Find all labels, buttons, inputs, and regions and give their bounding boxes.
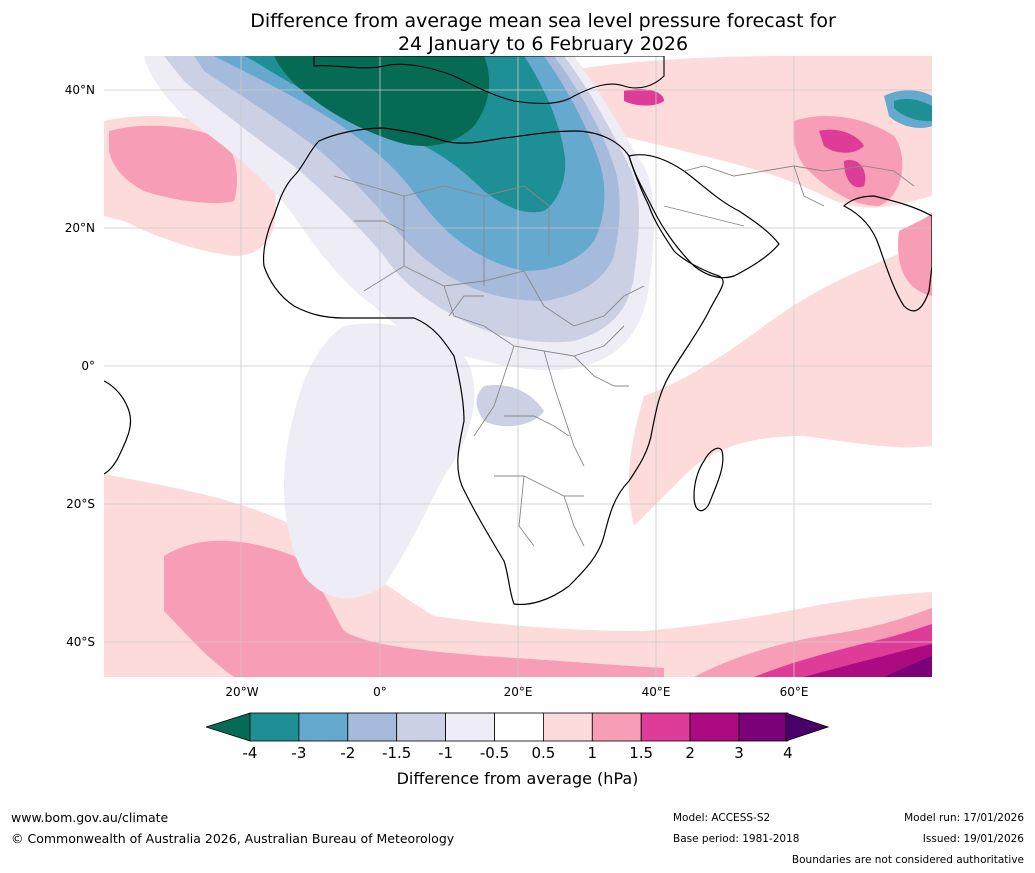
anomaly-region-arabian-sea-medium	[898, 211, 932, 296]
lat-label-20s: 20°S	[66, 497, 95, 511]
lat-label-20n: 20°N	[64, 221, 95, 235]
pressure-anomaly-map	[104, 56, 932, 677]
colorbar-tick-label: -2	[340, 744, 356, 762]
lon-label-60e: 60°E	[779, 685, 809, 699]
colorbar-tick-label: 0.5	[531, 744, 556, 762]
footer-copyright: © Commonwealth of Australia 2026, Austra…	[11, 831, 455, 846]
colorbar-tick-label: 2	[685, 744, 695, 762]
colorbar-tick-label: -0.5	[479, 744, 510, 762]
colorbar-tick-label: 1.5	[629, 744, 654, 762]
graticule	[104, 56, 932, 677]
colorbar-tick-label: -1.5	[382, 744, 412, 762]
colorbar	[206, 712, 830, 742]
anomaly-region-central-asia-strong	[819, 129, 864, 153]
colorbar-segment	[689, 712, 740, 742]
anomaly-region-black-sea-strong	[624, 89, 664, 106]
anomaly-region-himalaya-stronger	[894, 98, 932, 122]
lat-label-40n: 40°N	[64, 83, 95, 97]
footer-model: Model: ACCESS-S2	[673, 812, 771, 824]
colorbar-segment	[542, 712, 593, 742]
colorbar-segment	[347, 712, 398, 742]
lat-label-40s: 40°S	[66, 635, 95, 649]
anomaly-region-central-africa-lightest	[284, 323, 475, 599]
footer-disclaimer: Boundaries are not considered authoritat…	[791, 854, 1024, 866]
coastline-arabia	[628, 154, 780, 279]
lon-label-40e: 40°E	[641, 685, 671, 699]
coastline-africa	[262, 127, 724, 606]
colorbar-tick-label: 4	[783, 744, 793, 762]
anomaly-region-atlantic-medium	[109, 125, 237, 203]
coastline-india	[842, 195, 932, 312]
colorbar-underflow-arrow	[206, 712, 251, 742]
footer-issued: Issued: 19/01/2026	[922, 833, 1024, 845]
anomaly-region-southeast-strongest	[804, 644, 932, 677]
colorbar-segment	[494, 712, 544, 742]
footer-base-period: Base period: 1981-2018	[673, 833, 800, 845]
lon-label-20w: 20°W	[225, 685, 259, 699]
lon-label-20e: 20°E	[503, 685, 533, 699]
anomaly-region-congo-light	[476, 385, 544, 427]
lat-label-equator: 0°	[81, 359, 95, 373]
colorbar-label: Difference from average (hPa)	[396, 769, 639, 788]
colorbar-segment	[249, 712, 300, 742]
lon-label-0: 0°	[373, 685, 387, 699]
coastline-south-america	[104, 380, 132, 475]
anomaly-region-med-strongest	[274, 56, 490, 146]
colorbar-segment	[591, 712, 642, 742]
colorbar-tick-label: 3	[734, 744, 744, 762]
colorbar-segment	[298, 712, 349, 742]
footer-model-run: Model run: 17/01/2026	[904, 812, 1024, 824]
map-title-line-2: 24 January to 6 February 2026	[397, 33, 689, 55]
anomaly-region-southeast-peak	[884, 656, 932, 677]
colorbar-tick-label: -3	[291, 744, 307, 762]
colorbar-overflow-arrow	[785, 712, 830, 742]
anomaly-region-indian-ocean-light	[628, 226, 932, 526]
coastline-madagascar	[693, 447, 724, 512]
anomaly-region-south-medium	[164, 540, 664, 677]
colorbar-segment	[445, 712, 495, 742]
country-borders	[333, 165, 915, 547]
map-title-line-1: Difference from average mean sea level p…	[250, 10, 836, 32]
colorbar-segment	[396, 712, 446, 742]
footer-website[interactable]: www.bom.gov.au/climate	[11, 810, 169, 825]
colorbar-tick-label: 1	[587, 744, 598, 762]
colorbar-segment	[640, 712, 691, 742]
colorbar-tick-label: -1	[438, 744, 454, 762]
colorbar-segment	[738, 712, 789, 742]
coastline-europe	[313, 56, 665, 104]
colorbar-tick-label: -4	[242, 744, 258, 762]
